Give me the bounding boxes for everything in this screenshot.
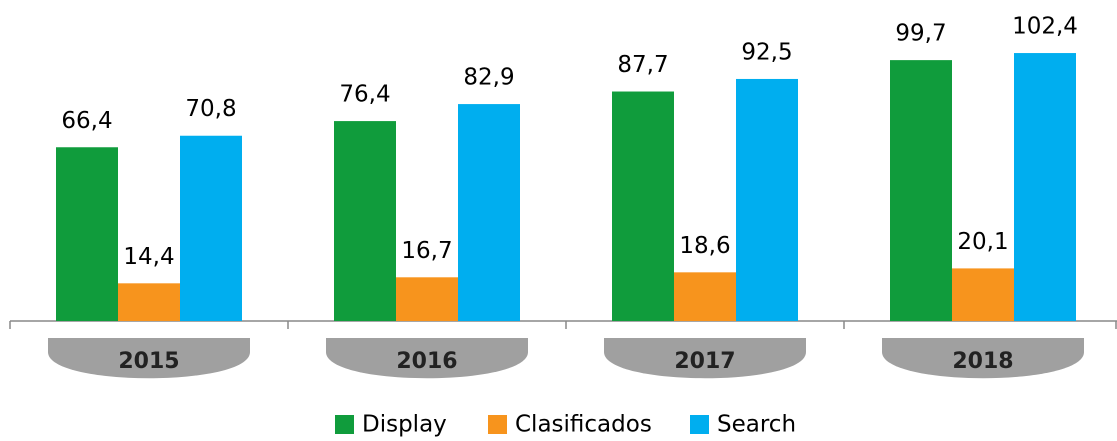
legend-swatch bbox=[690, 415, 709, 434]
bar bbox=[118, 283, 180, 321]
value-label: 18,6 bbox=[679, 233, 730, 259]
value-label: 14,4 bbox=[123, 244, 174, 270]
bar bbox=[674, 272, 736, 321]
bar bbox=[890, 60, 952, 321]
category-badge bbox=[48, 338, 250, 379]
legend-swatch bbox=[488, 415, 507, 434]
value-label: 70,8 bbox=[185, 96, 236, 122]
category-badge bbox=[882, 338, 1084, 379]
value-label: 102,4 bbox=[1012, 14, 1078, 40]
legend-label: Display bbox=[362, 412, 447, 438]
bar bbox=[180, 135, 242, 321]
bar bbox=[396, 277, 458, 321]
value-label: 20,1 bbox=[957, 229, 1008, 255]
value-label: 82,9 bbox=[463, 65, 514, 91]
value-label: 87,7 bbox=[617, 52, 668, 78]
category-badge bbox=[326, 338, 528, 379]
value-label: 92,5 bbox=[741, 39, 792, 65]
bar bbox=[952, 268, 1014, 321]
bar bbox=[334, 121, 396, 321]
legend-swatch bbox=[335, 415, 354, 434]
legend-label: Clasificados bbox=[515, 412, 652, 438]
legend-label: Search bbox=[717, 412, 796, 438]
value-label: 76,4 bbox=[339, 82, 390, 108]
value-label: 99,7 bbox=[895, 21, 946, 47]
bar bbox=[56, 147, 118, 321]
x-tick-label: 2018 bbox=[952, 349, 1013, 374]
bar bbox=[736, 78, 798, 321]
category-badge bbox=[604, 338, 806, 379]
x-tick-label: 2016 bbox=[396, 349, 457, 374]
value-label: 66,4 bbox=[61, 108, 112, 134]
bar bbox=[458, 104, 520, 321]
x-tick-label: 2017 bbox=[674, 349, 735, 374]
x-tick-label: 2015 bbox=[118, 349, 179, 374]
value-label: 16,7 bbox=[401, 238, 452, 264]
bar bbox=[612, 91, 674, 321]
bar bbox=[1014, 53, 1076, 321]
